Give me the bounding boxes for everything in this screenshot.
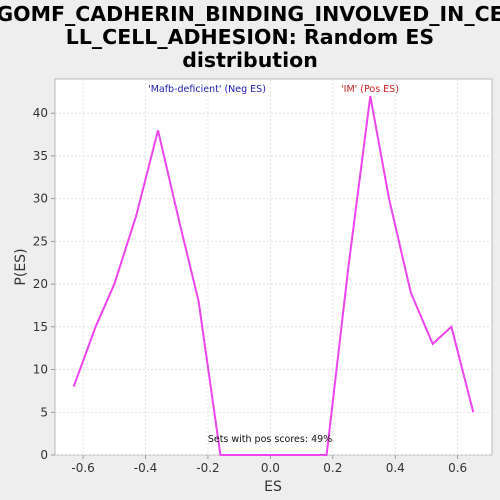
x-axis-label: ES	[264, 479, 282, 495]
y-tick-label: 40	[33, 106, 48, 120]
x-axis-ticks: -0.6 -0.4 -0.2 0.0 0.2 0.4 0.6	[71, 455, 467, 475]
x-tick-label: -0.4	[134, 461, 157, 475]
y-tick-label: 10	[33, 363, 48, 377]
neg-es-annotation: 'Mafb-deficient' (Neg ES)	[148, 84, 266, 95]
gridlines	[55, 79, 492, 456]
x-tick-label: -0.2	[196, 461, 219, 475]
title-line-1: GOMF_CADHERIN_BINDING_INVOLVED_IN_CE	[0, 2, 500, 26]
x-tick-label: 0.2	[323, 461, 342, 475]
y-axis-label: P(ES)	[13, 248, 29, 285]
y-tick-label: 30	[33, 192, 48, 206]
x-tick-label: 0.4	[386, 461, 405, 475]
y-tick-label: 0	[40, 448, 48, 462]
x-tick-label: 0.6	[448, 461, 467, 475]
y-tick-label: 25	[33, 234, 48, 248]
y-axis-ticks: 0 5 10 15 20 25 30 35 40	[33, 106, 55, 462]
series-line	[72, 95, 475, 456]
y-tick-label: 35	[33, 149, 48, 163]
y-tick-label: 5	[40, 405, 48, 419]
pos-es-annotation: 'IM' (Pos ES)	[341, 84, 399, 95]
plot-area	[54, 78, 493, 456]
chart-title: GOMF_CADHERIN_BINDING_INVOLVED_IN_CE LL_…	[0, 2, 500, 72]
x-tick-label: -0.6	[71, 461, 94, 475]
x-tick-label: 0.0	[261, 461, 280, 475]
y-tick-label: 15	[33, 320, 48, 334]
y-tick-label: 20	[33, 277, 48, 291]
pos-score-annotation: Sets with pos scores: 49%	[208, 434, 332, 445]
title-line-3: distribution	[182, 48, 318, 72]
title-line-2: LL_CELL_ADHESION: Random ES	[66, 25, 434, 49]
